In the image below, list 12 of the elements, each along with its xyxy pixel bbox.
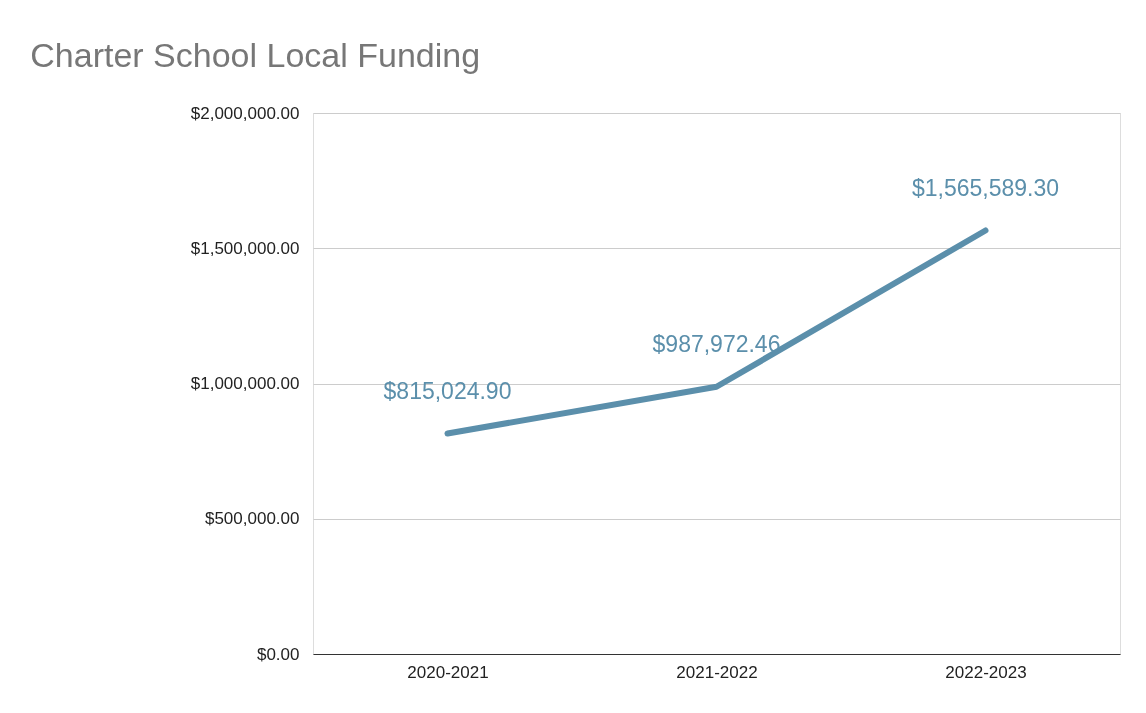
chart-title: Charter School Local Funding <box>30 36 481 74</box>
data-label: $987,972.46 <box>652 330 781 357</box>
data-label: $1,565,589.30 <box>911 174 1060 201</box>
y-tick-label: $2,000,000.00 <box>190 103 300 123</box>
x-tick-label: 2020-2021 <box>407 662 489 682</box>
y-tick-label: $0.00 <box>256 644 300 664</box>
y-tick-label: $500,000.00 <box>204 509 300 529</box>
y-tick-label: $1,500,000.00 <box>190 238 300 258</box>
y-tick-label: $1,000,000.00 <box>190 374 300 393</box>
data-label: $815,024.90 <box>383 377 512 404</box>
x-tick-label: 2022-2023 <box>945 662 1027 682</box>
x-tick-label: 2021-2022 <box>676 662 758 682</box>
